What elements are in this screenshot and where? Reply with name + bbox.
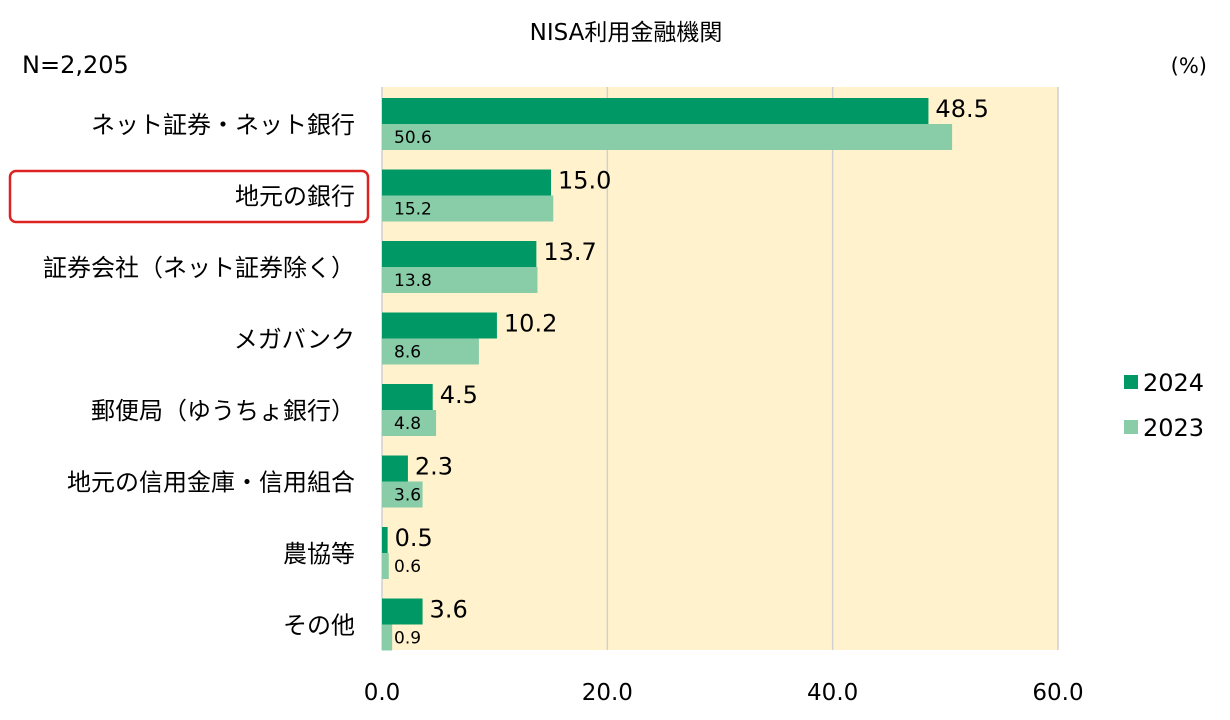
sample-size-note: N=2,205 bbox=[22, 51, 129, 79]
bar-2024 bbox=[382, 98, 929, 124]
bar-2024 bbox=[382, 527, 388, 553]
data-label-2023: 3.6 bbox=[394, 486, 421, 506]
bar-2023 bbox=[382, 124, 953, 150]
data-label-2024: 2.3 bbox=[415, 453, 453, 481]
data-label-2023: 15.2 bbox=[394, 200, 432, 220]
highlight-box bbox=[8, 169, 370, 224]
category-label: 証券会社（ネット証券除く） bbox=[43, 254, 355, 282]
data-label-2024: 48.5 bbox=[935, 95, 988, 123]
x-tick-label: 40.0 bbox=[807, 680, 858, 706]
unit-label: (%) bbox=[1171, 54, 1207, 78]
data-label-2023: 0.9 bbox=[394, 629, 421, 649]
legend: 2024 2023 bbox=[1124, 369, 1204, 442]
data-label-2024: 3.6 bbox=[430, 596, 468, 624]
x-axis-ticks: 0.0 20.0 40.0 60.0 bbox=[364, 680, 1084, 706]
data-label-2023: 8.6 bbox=[394, 343, 421, 363]
bar-2023 bbox=[382, 481, 423, 508]
bar-2024 bbox=[382, 241, 537, 267]
x-tick-label: 0.0 bbox=[364, 680, 401, 706]
bar-2024 bbox=[382, 169, 551, 196]
bar-2023 bbox=[382, 410, 437, 436]
bar-2023 bbox=[382, 624, 393, 651]
data-label-2024: 0.5 bbox=[395, 524, 433, 552]
chart-title: NISA利用金融機関 bbox=[530, 20, 723, 46]
data-label-2023: 0.6 bbox=[394, 557, 421, 577]
bar-2024 bbox=[382, 312, 497, 339]
category-label: 郵便局（ゆうちょ銀行） bbox=[91, 397, 355, 425]
data-label-2024: 10.2 bbox=[504, 310, 557, 338]
data-label-2023: 13.8 bbox=[394, 271, 432, 291]
category-label: その他 bbox=[283, 612, 355, 640]
bar-2024 bbox=[382, 384, 433, 410]
category-label: 地元の銀行 bbox=[235, 183, 355, 211]
category-label: メガバンク bbox=[234, 326, 355, 354]
category-label: 地元の信用金庫・信用組合 bbox=[67, 469, 355, 497]
x-tick-label: 60.0 bbox=[1032, 680, 1083, 706]
data-label-2023: 50.6 bbox=[394, 128, 432, 148]
data-label-2024: 4.5 bbox=[440, 381, 478, 409]
data-label-2024: 15.0 bbox=[558, 167, 611, 195]
bar-2023 bbox=[382, 267, 538, 293]
data-label-2024: 13.7 bbox=[543, 238, 596, 266]
bar-2023 bbox=[382, 553, 389, 579]
bars: 48.5 15.0 13.7 10.2 4.5 2.3 0.5 3.6 50.6 15.2 13.8… bbox=[382, 95, 989, 651]
legend-label-2024: 2024 bbox=[1143, 369, 1204, 397]
bar-2023 bbox=[382, 195, 554, 222]
legend-label-2023: 2023 bbox=[1143, 414, 1204, 442]
bar-2024 bbox=[382, 598, 423, 625]
category-label: 農協等 bbox=[283, 540, 355, 568]
legend-swatch-2023 bbox=[1124, 420, 1138, 434]
category-label: ネット証券・ネット銀行 bbox=[91, 111, 355, 139]
x-tick-label: 20.0 bbox=[582, 680, 633, 706]
data-label-2023: 4.8 bbox=[394, 414, 421, 434]
legend-swatch-2024 bbox=[1124, 375, 1138, 389]
bar-2024 bbox=[382, 455, 408, 482]
bar-2023 bbox=[382, 338, 479, 365]
